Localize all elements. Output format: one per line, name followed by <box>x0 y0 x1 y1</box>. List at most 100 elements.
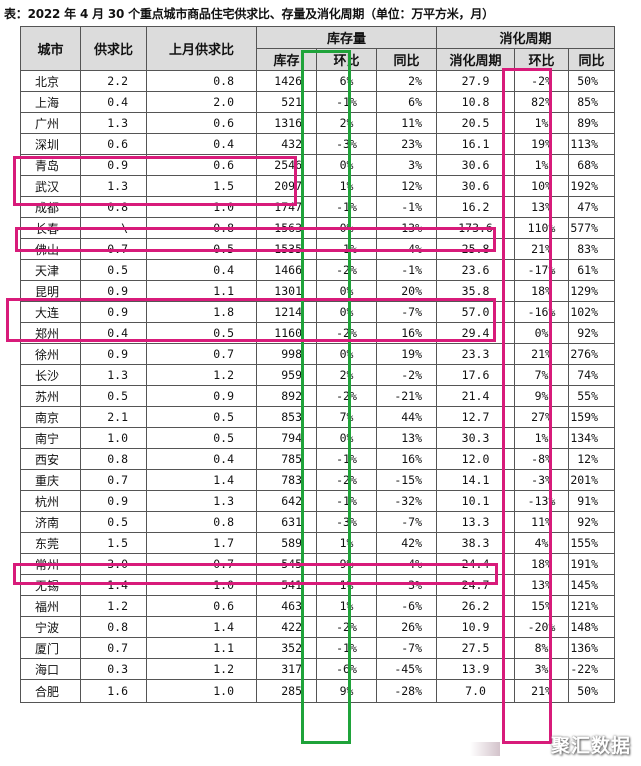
cell-cycle-yoy: 121% <box>568 595 616 617</box>
cell-city: 长春 <box>20 217 81 239</box>
cell-cycle-mom: 4% <box>514 532 570 554</box>
cell-city: 昆明 <box>20 280 81 302</box>
cell-city: 无锡 <box>20 574 81 596</box>
table-row: 海口 0.3 1.2 317 -6% -45% 13.9 3% -22% <box>20 658 616 680</box>
cell-cycle-mom: -8% <box>514 448 570 470</box>
cell-supply-ratio: 0.9 <box>80 343 147 365</box>
table-title: 表：2022 年 4 月 30 个重点城市商品住宅供求比、存量及消化周期（单位：… <box>4 7 494 21</box>
cell-cycle: 27.5 <box>436 637 516 659</box>
cell-supply-ratio: 0.8 <box>80 196 147 218</box>
cell-cycle-mom: 82% <box>514 91 570 113</box>
cell-stock-yoy: -7% <box>375 301 438 323</box>
header-cycle-mom: 环比 <box>514 48 570 71</box>
cell-stock-yoy: -21% <box>375 385 438 407</box>
header-cycle-yoy: 同比 <box>568 48 616 71</box>
cell-cycle: 27.9 <box>436 70 516 92</box>
table-row: 东莞 1.5 1.7 589 1% 42% 38.3 4% 155% <box>20 532 616 554</box>
table-row: 广州 1.3 0.6 1316 2% 11% 20.5 1% 89% <box>20 112 616 134</box>
table-row: 大连 0.9 1.8 1214 0% -7% 57.0 -16% 102% <box>20 301 616 323</box>
cell-cycle-yoy: 577% <box>568 217 616 239</box>
cell-cycle: 38.3 <box>436 532 516 554</box>
cell-cycle-mom: 1% <box>514 427 570 449</box>
cell-supply-ratio: 1.5 <box>80 532 147 554</box>
cell-cycle: 13.9 <box>436 658 516 680</box>
cell-supply-ratio: 0.3 <box>80 658 147 680</box>
cell-cycle: 16.2 <box>436 196 516 218</box>
table-row: 昆明 0.9 1.1 1301 0% 20% 35.8 18% 129% <box>20 280 616 302</box>
cell-cycle: 16.1 <box>436 133 516 155</box>
cell-last-month-ratio: 1.1 <box>146 637 257 659</box>
cell-last-month-ratio: 0.5 <box>146 427 257 449</box>
cell-stock: 2097 <box>256 175 317 197</box>
cell-supply-ratio: 0.4 <box>80 91 147 113</box>
cell-last-month-ratio: 1.0 <box>146 574 257 596</box>
cell-last-month-ratio: 0.6 <box>146 595 257 617</box>
cell-stock-mom: -2% <box>316 259 377 281</box>
cell-last-month-ratio: 0.8 <box>146 511 257 533</box>
cell-stock-yoy: -7% <box>375 637 438 659</box>
table-row: 成都 0.8 1.0 1747 -1% -1% 16.2 13% 47% <box>20 196 616 218</box>
cell-cycle: 35.8 <box>436 280 516 302</box>
cell-last-month-ratio: 0.7 <box>146 343 257 365</box>
table-row: 西安 0.8 0.4 785 -1% 16% 12.0 -8% 12% <box>20 448 616 470</box>
cell-cycle-mom: 21% <box>514 679 570 703</box>
cell-stock-yoy: 20% <box>375 280 438 302</box>
header-cycle: 消化周期 <box>436 48 516 71</box>
cell-stock-yoy: -15% <box>375 469 438 491</box>
cell-cycle-mom: 7% <box>514 364 570 386</box>
cell-last-month-ratio: 2.0 <box>146 91 257 113</box>
cell-stock-mom: 7% <box>316 406 377 428</box>
table-row: 深圳 0.6 0.4 432 -3% 23% 16.1 19% 113% <box>20 133 616 155</box>
cell-cycle-yoy: 276% <box>568 343 616 365</box>
cell-cycle: 26.2 <box>436 595 516 617</box>
cell-supply-ratio: 0.7 <box>80 238 147 260</box>
cell-cycle-yoy: 191% <box>568 553 616 575</box>
cell-supply-ratio: 3.0 <box>80 553 147 575</box>
cell-stock-yoy: 4% <box>375 553 438 575</box>
cell-stock: 892 <box>256 385 317 407</box>
cell-supply-ratio: 0.8 <box>80 616 147 638</box>
cell-last-month-ratio: 1.2 <box>146 658 257 680</box>
cell-last-month-ratio: 0.4 <box>146 133 257 155</box>
table-row: 青岛 0.9 0.6 2546 0% 3% 30.6 1% 68% <box>20 154 616 176</box>
cell-stock-mom: -1% <box>316 490 377 512</box>
cell-last-month-ratio: 0.4 <box>146 448 257 470</box>
cell-stock-mom: -3% <box>316 511 377 533</box>
cell-stock: 1563 <box>256 217 317 239</box>
cell-cycle-mom: 1% <box>514 112 570 134</box>
cell-last-month-ratio: 1.3 <box>146 490 257 512</box>
cell-cycle: 12.0 <box>436 448 516 470</box>
table-row: 无锡 1.4 1.0 541 1% 3% 24.7 13% 145% <box>20 574 616 596</box>
cell-supply-ratio: 1.3 <box>80 112 147 134</box>
cell-cycle: 25.8 <box>436 238 516 260</box>
cell-supply-ratio: 0.9 <box>80 280 147 302</box>
cell-stock-yoy: -32% <box>375 490 438 512</box>
cell-cycle-mom: 18% <box>514 280 570 302</box>
cell-cycle-mom: 13% <box>514 574 570 596</box>
cell-stock: 521 <box>256 91 317 113</box>
cell-city: 佛山 <box>20 238 81 260</box>
header-supply-ratio: 供求比 <box>80 26 147 71</box>
cell-stock: 853 <box>256 406 317 428</box>
table-row: 郑州 0.4 0.5 1160 -2% 16% 29.4 0% 92% <box>20 322 616 344</box>
cell-cycle: 30.6 <box>436 175 516 197</box>
cell-supply-ratio: 0.4 <box>80 322 147 344</box>
cell-stock: 541 <box>256 574 317 596</box>
cell-cycle-yoy: 155% <box>568 532 616 554</box>
cell-cycle-mom: 8% <box>514 637 570 659</box>
cell-cycle-yoy: 12% <box>568 448 616 470</box>
cell-cycle-mom: -20% <box>514 616 570 638</box>
cell-cycle-mom: 27% <box>514 406 570 428</box>
table-row: 宁波 0.8 1.4 422 -2% 26% 10.9 -20% 148% <box>20 616 616 638</box>
table-row: 南京 2.1 0.5 853 7% 44% 12.7 27% 159% <box>20 406 616 428</box>
cell-stock-yoy: -28% <box>375 679 438 703</box>
cell-last-month-ratio: 0.5 <box>146 238 257 260</box>
cell-cycle-yoy: 92% <box>568 322 616 344</box>
cell-cycle-mom: 1% <box>514 154 570 176</box>
table-row: 重庆 0.7 1.4 783 -2% -15% 14.1 -3% 201% <box>20 469 616 491</box>
cell-stock-yoy: -6% <box>375 595 438 617</box>
cell-stock-yoy: 23% <box>375 133 438 155</box>
cell-stock-mom: 0% <box>316 154 377 176</box>
cell-cycle-mom: 110% <box>514 217 570 239</box>
table-row: 常州 3.0 0.7 545 9% 4% 24.4 18% 191% <box>20 553 616 575</box>
